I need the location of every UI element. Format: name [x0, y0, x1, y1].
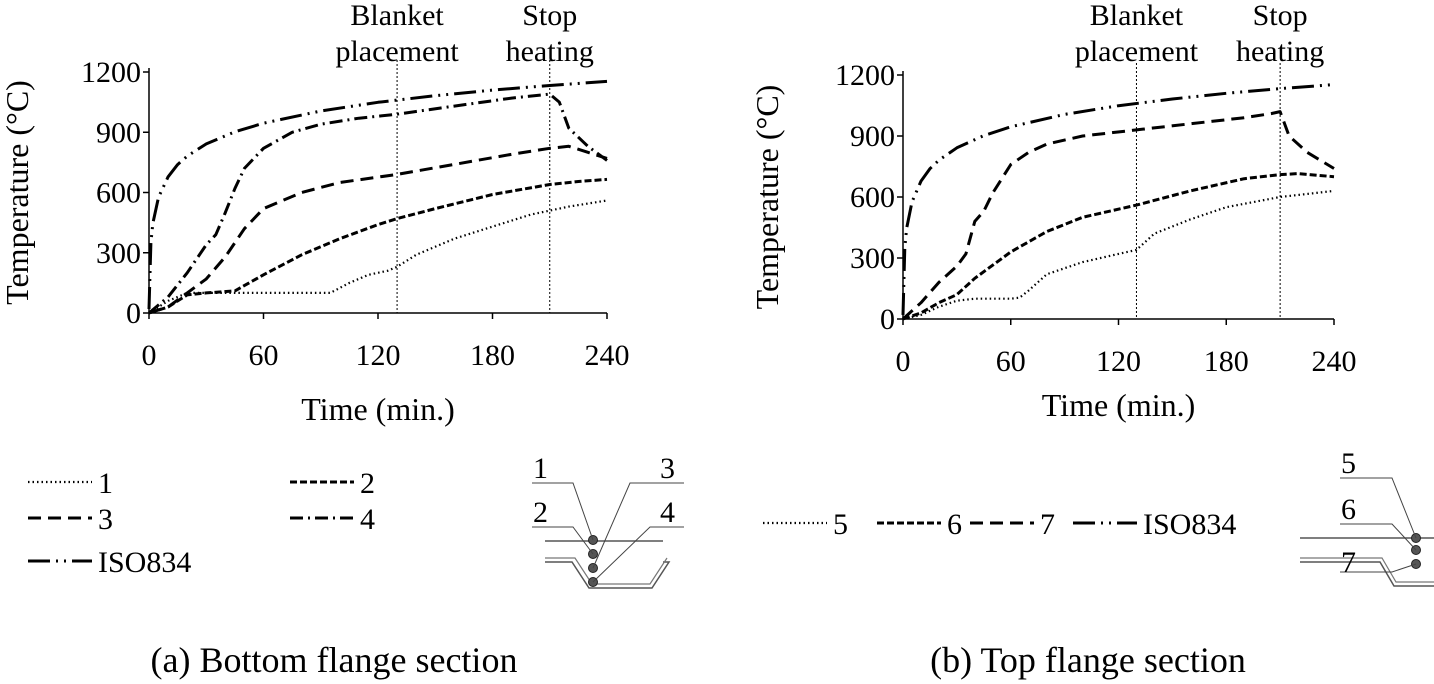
- series-line-2: [148, 177, 608, 315]
- inset-label: 5: [1341, 447, 1356, 480]
- y-tick-label: 300: [850, 242, 895, 275]
- legend-label: 3: [98, 503, 113, 536]
- inset-label: 1: [533, 452, 548, 485]
- legend-label: 2: [360, 467, 375, 500]
- figure-caption: (a) Bottom flange section: [151, 640, 518, 680]
- leader-7: [1340, 563, 1417, 573]
- y-axis-label: Temperature (°C): [0, 80, 35, 305]
- x-tick-label: 180: [470, 339, 515, 372]
- leader-6: [1340, 523, 1417, 551]
- leader-2: [532, 526, 594, 555]
- y-tick-label: 1200: [81, 56, 141, 89]
- cross-section-inset: 1 2 3 4: [532, 452, 684, 589]
- x-tick-label: 60: [249, 339, 279, 372]
- y-tick-label: 1200: [835, 59, 895, 92]
- series-line-4: [148, 92, 608, 315]
- annotation-text: Stop: [1253, 0, 1308, 32]
- x-tick-label: 120: [1096, 345, 1141, 378]
- x-axis-label: Time (min.): [301, 391, 455, 427]
- y-tick-label: 300: [96, 237, 141, 270]
- x-axis-label: Time (min.): [1042, 387, 1196, 423]
- inset-label: 3: [660, 452, 675, 485]
- legend-label: 5: [833, 508, 848, 541]
- legend-label: 4: [360, 503, 375, 536]
- series-line-7: [901, 110, 1335, 321]
- leader-1: [532, 482, 594, 541]
- series-line-iso834: [901, 83, 1335, 315]
- legend-label: 6: [947, 508, 962, 541]
- profile-inner: [1300, 557, 1434, 583]
- annotation-text: heating: [1236, 35, 1324, 68]
- series-line-3: [148, 144, 608, 315]
- annotation-text: Blanket: [350, 0, 444, 32]
- x-tick-label: 0: [896, 345, 911, 378]
- x-tick-label: 120: [356, 339, 401, 372]
- y-tick-label: 0: [880, 303, 895, 336]
- figure-caption: (b) Top flange section: [930, 640, 1246, 680]
- chart-bottom-flange: 0 300 600 900 1200 0 60 120 180 240 Time (min.) Tem…: [0, 0, 684, 680]
- y-tick-label: 0: [126, 297, 141, 330]
- inset-label: 4: [660, 496, 675, 529]
- leader-3: [592, 482, 684, 569]
- profile-outline: [545, 540, 671, 589]
- legend-label: ISO834: [98, 546, 191, 579]
- series-line-iso834: [147, 79, 608, 310]
- y-axis-label: Temperature (°C): [749, 85, 785, 310]
- y-tick-label: 600: [96, 177, 141, 210]
- y-tick-label: 600: [850, 181, 895, 214]
- y-tick-label: 900: [96, 116, 141, 149]
- leader-5: [1340, 477, 1417, 539]
- cross-section-inset: 5 6 7: [1300, 447, 1434, 587]
- legend-label: 1: [98, 467, 113, 500]
- y-tick-label: 900: [850, 120, 895, 153]
- annotation-text: Stop: [522, 0, 577, 32]
- leader-4: [592, 526, 684, 583]
- inset-label: 7: [1341, 546, 1356, 579]
- annotation-text: Blanket: [1090, 0, 1184, 32]
- x-tick-label: 60: [996, 345, 1026, 378]
- annotation-text: placement: [1075, 35, 1199, 68]
- annotation-text: placement: [335, 35, 459, 68]
- series-line-1: [148, 199, 608, 314]
- legend-label: 7: [1040, 508, 1055, 541]
- x-tick-label: 0: [142, 339, 157, 372]
- chart-top-flange: 0 300 600 900 1200 0 60 120 180 240 Time (min.) Tem…: [749, 0, 1434, 680]
- x-tick-label: 240: [1312, 345, 1357, 378]
- series-line-6: [902, 172, 1335, 321]
- x-tick-label: 240: [585, 339, 630, 372]
- legend-label: ISO834: [1143, 508, 1236, 541]
- x-tick-label: 180: [1204, 345, 1249, 378]
- annotation-text: heating: [506, 35, 594, 68]
- inset-label: 6: [1341, 493, 1356, 526]
- inset-label: 2: [533, 496, 548, 529]
